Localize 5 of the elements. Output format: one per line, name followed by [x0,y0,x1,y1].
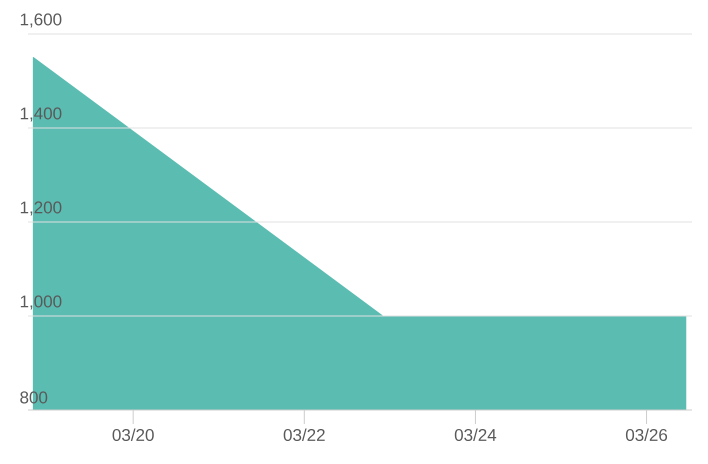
x-tick-label: 03/20 [112,428,154,442]
x-tick-label: 03/26 [626,428,668,442]
y-tick-label: 1,600 [20,13,62,28]
x-tick-label: 03/22 [284,428,325,442]
x-tick-label: 03/24 [454,428,496,442]
